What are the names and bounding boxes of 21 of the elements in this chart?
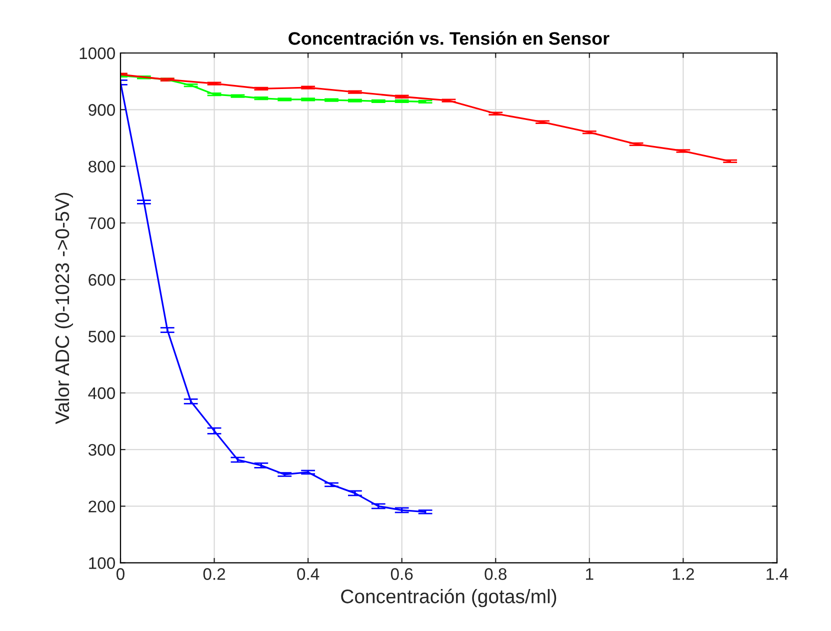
- y-tick-label: 900: [88, 104, 115, 116]
- y-tick-label: 800: [88, 160, 115, 173]
- x-tick-label: 1: [586, 568, 594, 580]
- y-tick-label: 500: [88, 330, 115, 342]
- y-tick-label: 600: [88, 274, 115, 286]
- y-tick-label: 700: [88, 217, 115, 230]
- x-axis-title: Concentración (gotas/ml): [341, 588, 556, 608]
- x-tick-label: 1.2: [672, 568, 694, 580]
- x-tick-label: 0.8: [484, 568, 506, 580]
- y-tick-label: 100: [89, 557, 115, 570]
- y-tick-label: 1000: [80, 47, 115, 60]
- x-tick-label: 0: [116, 568, 124, 580]
- x-tick-label: 0.4: [297, 568, 320, 580]
- y-tick-label: 200: [88, 500, 115, 512]
- y-axis-title: Valor ADC (0-1023 ->0-5V): [54, 192, 73, 424]
- x-tick-label: 0.6: [390, 568, 413, 580]
- x-tick-label: 1.4: [766, 568, 788, 580]
- chart-title: Concentración vs. Tensión en Sensor: [288, 31, 610, 45]
- y-tick-label: 300: [88, 444, 115, 456]
- x-tick-label: 0.2: [203, 568, 226, 580]
- y-tick-label: 400: [88, 387, 115, 400]
